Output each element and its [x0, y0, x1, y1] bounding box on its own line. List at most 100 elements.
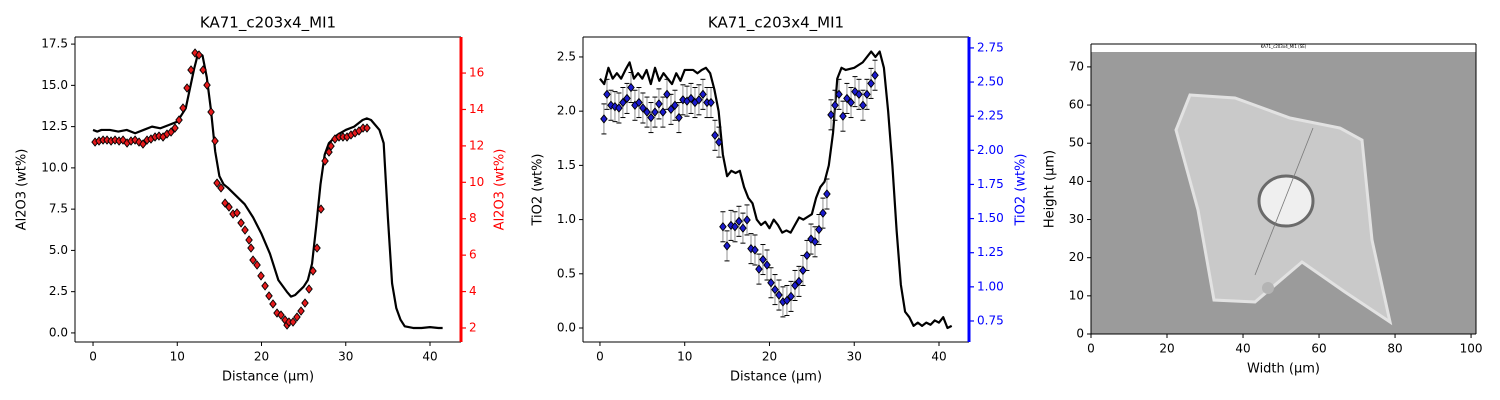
- marker: [731, 222, 739, 232]
- marker: [241, 225, 249, 235]
- marker: [305, 284, 313, 294]
- marker: [619, 97, 627, 108]
- marker: [859, 100, 867, 110]
- marker: [871, 70, 879, 80]
- marker: [611, 101, 619, 112]
- marker: [843, 93, 851, 104]
- x-tick-label: 100: [1460, 342, 1483, 356]
- x-tick-label: 20: [762, 350, 777, 364]
- marker: [600, 114, 608, 124]
- x-axis-label: Distance (µm): [222, 370, 314, 385]
- marker: [175, 115, 183, 125]
- marker: [131, 135, 139, 145]
- marker: [233, 208, 241, 218]
- y-tick-label: 50: [1069, 136, 1084, 150]
- marker: [249, 255, 257, 265]
- marker: [755, 264, 763, 274]
- marker: [815, 224, 823, 235]
- marker: [607, 100, 615, 110]
- marker: [327, 141, 335, 151]
- image-strip: [1091, 44, 1476, 52]
- marker: [771, 284, 779, 295]
- marker: [257, 271, 265, 281]
- chart-title: KA71_c203x4_MI1: [200, 14, 336, 33]
- y2-tick-label: 0.75: [977, 313, 1004, 327]
- line: [599, 50, 953, 330]
- y-tick-label: 2.0: [557, 104, 576, 118]
- y-tick-label: 0.5: [557, 266, 576, 280]
- marker: [803, 250, 811, 261]
- marker: [301, 298, 309, 308]
- y-tick-label: 2.5: [49, 284, 68, 298]
- chart-title: KA71_c203x4_MI1: [708, 14, 844, 33]
- marker: [863, 89, 871, 100]
- marker: [799, 265, 807, 276]
- marker: [317, 204, 325, 214]
- marker: [213, 178, 221, 188]
- marker: [179, 103, 187, 113]
- y2-axis-label: Al2O3 (wt%): [493, 149, 508, 231]
- marker: [221, 198, 229, 208]
- y2-tick-label: 1.50: [977, 211, 1004, 225]
- marker: [623, 93, 631, 104]
- marker: [715, 137, 723, 147]
- marker: [643, 107, 651, 117]
- marker: [807, 234, 815, 244]
- y-axis-label: TiO2 (wt%): [531, 153, 546, 226]
- y2-tick-label: 16: [469, 66, 484, 80]
- line: [92, 51, 443, 330]
- y2-tick-label: 4: [469, 284, 477, 298]
- y2-tick-label: 10: [469, 175, 484, 189]
- marker: [791, 280, 799, 291]
- marker: [759, 254, 767, 265]
- y2-tick-label: 1.25: [977, 245, 1004, 259]
- y-tick-label: 15.0: [41, 78, 68, 92]
- marker: [639, 103, 647, 113]
- marker: [783, 295, 791, 306]
- y2-tick-label: 2.50: [977, 75, 1004, 89]
- y-tick-label: 20: [1069, 250, 1084, 264]
- marker: [207, 107, 215, 117]
- y-tick-label: 17.5: [41, 37, 68, 51]
- marker: [659, 107, 667, 117]
- marker: [309, 266, 317, 276]
- marker: [135, 137, 143, 147]
- y-tick-label: 60: [1069, 98, 1084, 112]
- marker: [767, 278, 775, 288]
- marker: [867, 78, 875, 89]
- y2-tick-label: 12: [469, 138, 484, 152]
- marker: [245, 235, 253, 245]
- marker: [719, 222, 727, 232]
- marker: [195, 50, 203, 60]
- y-tick-label: 1.5: [557, 158, 576, 172]
- marker: [723, 241, 731, 251]
- y-tick-label: 10.0: [41, 160, 68, 174]
- y-tick-label: 0.0: [49, 325, 68, 339]
- x-tick-label: 40: [422, 350, 437, 364]
- marker: [603, 89, 611, 100]
- marker: [743, 215, 751, 225]
- marker: [855, 89, 863, 100]
- marker: [823, 189, 831, 199]
- y-tick-label: 0: [1076, 327, 1084, 341]
- marker: [647, 112, 655, 123]
- marker: [831, 100, 839, 110]
- marker: [211, 136, 219, 146]
- y2-tick-label: 2.75: [977, 40, 1004, 54]
- marker: [225, 202, 233, 212]
- x-axis-label: Width (µm): [1247, 362, 1320, 377]
- marker: [627, 82, 635, 93]
- marker: [711, 130, 719, 141]
- x-tick-label: 40: [931, 350, 946, 364]
- y-axis-label: Height (µm): [1043, 150, 1058, 228]
- marker: [667, 104, 675, 115]
- profile-line: [1254, 127, 1314, 276]
- y2-tick-label: 14: [469, 102, 484, 116]
- marker: [139, 139, 147, 149]
- marker: [827, 110, 835, 120]
- marker: [663, 89, 671, 100]
- x-tick-label: 0: [89, 350, 97, 364]
- marker: [735, 216, 743, 227]
- marker: [835, 89, 843, 100]
